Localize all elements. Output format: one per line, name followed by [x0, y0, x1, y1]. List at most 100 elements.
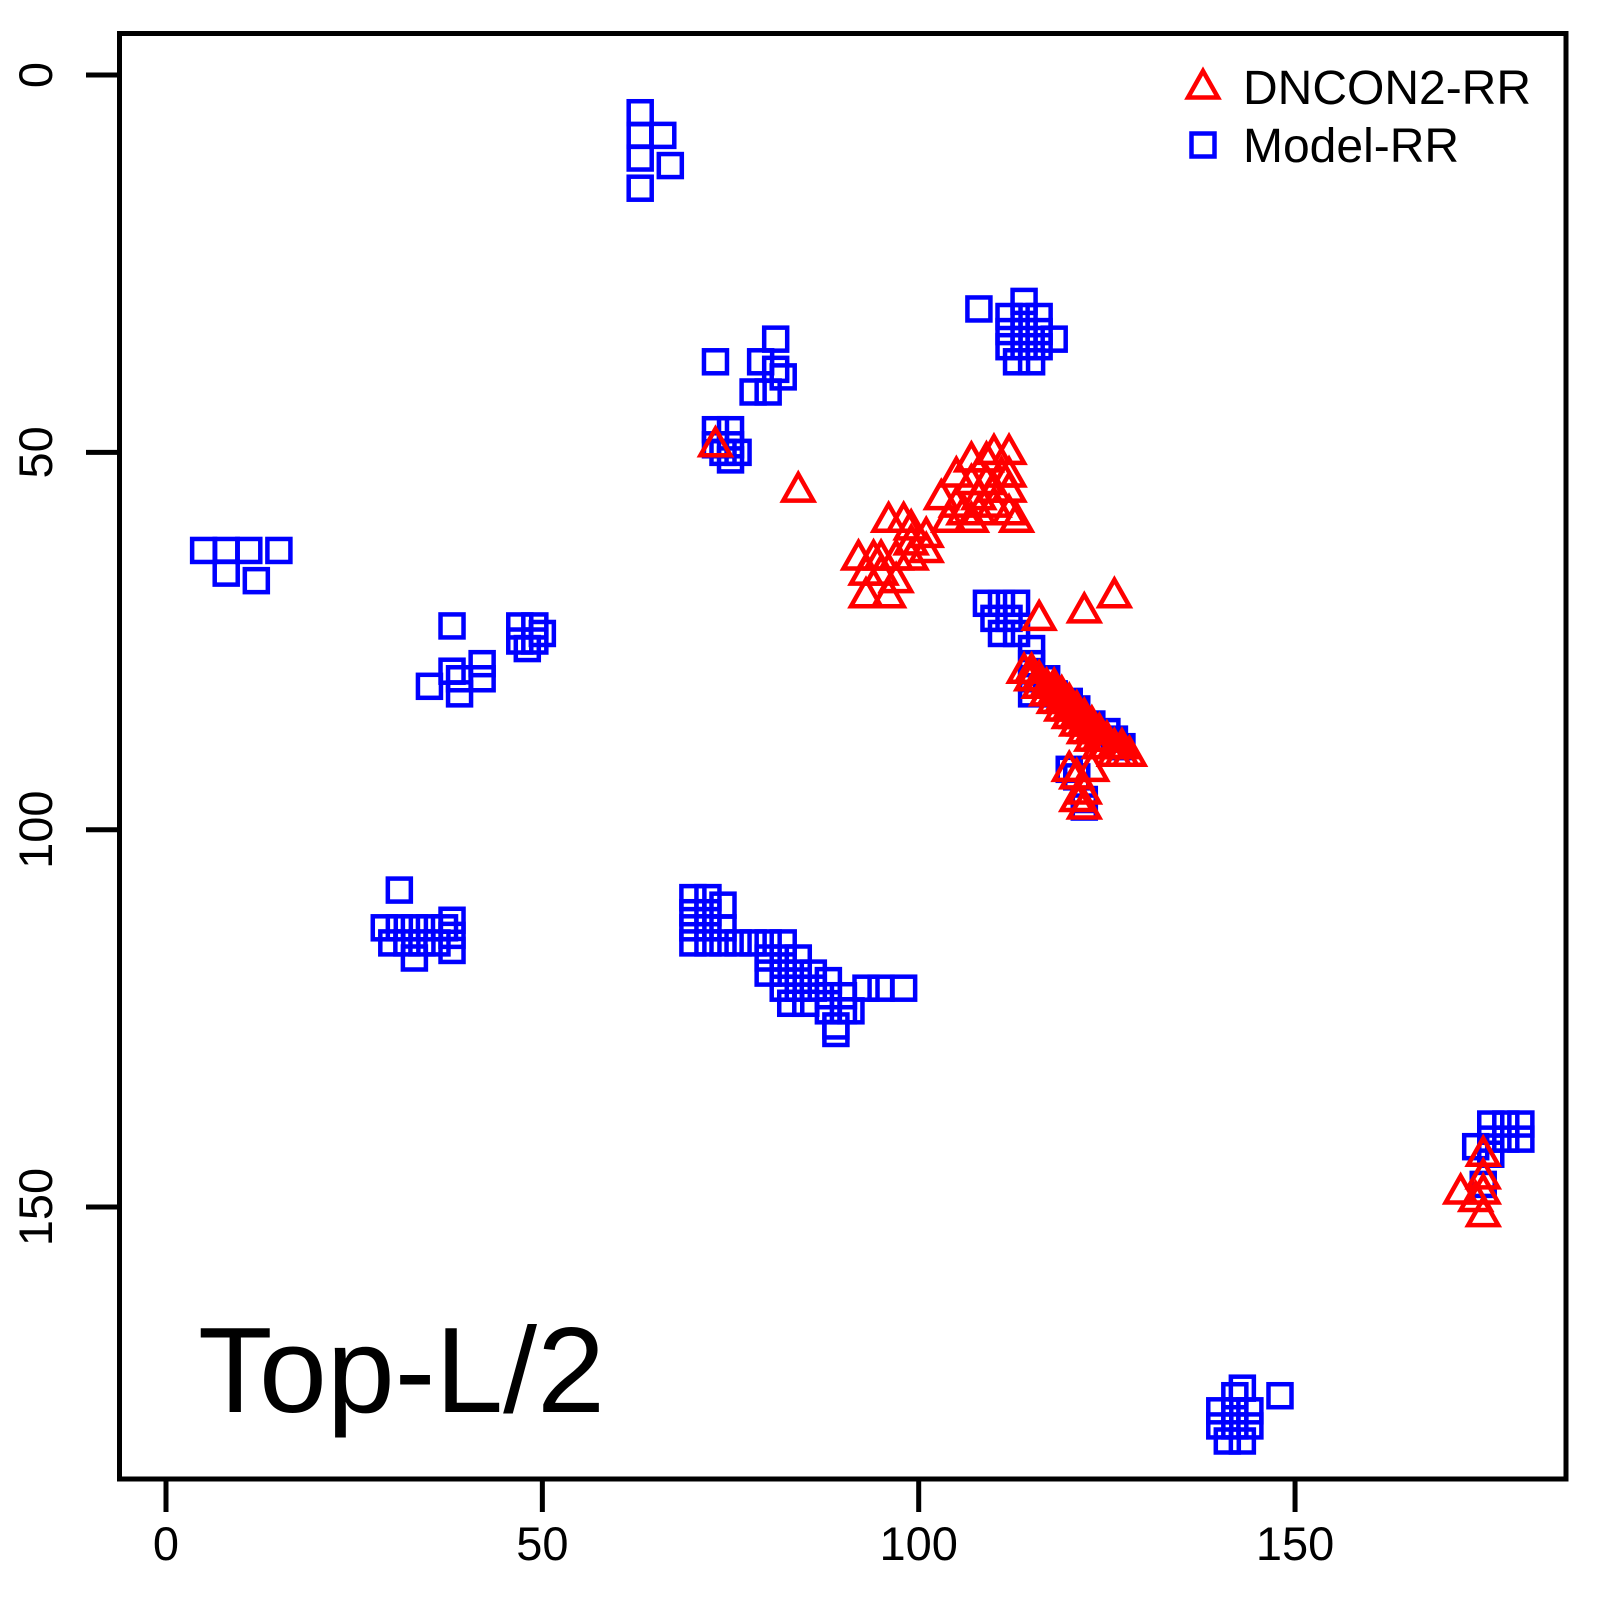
data-point-square	[829, 997, 858, 1025]
data-point-triangle	[779, 469, 818, 503]
data-point-square	[1221, 1397, 1249, 1425]
data-point-triangle	[929, 499, 968, 534]
data-point-triangle	[1103, 726, 1141, 760]
data-point-triangle	[907, 529, 946, 564]
data-point-square	[1492, 1125, 1520, 1153]
data-point-square	[1221, 1412, 1249, 1440]
data-point-triangle	[975, 484, 1013, 518]
data-point-triangle	[1095, 575, 1134, 609]
data-point-square	[784, 944, 813, 972]
data-point-square	[506, 612, 534, 640]
data-point-square	[265, 536, 293, 565]
data-point-triangle	[892, 522, 931, 556]
y-tick-label: 150	[9, 1168, 62, 1246]
data-point-square	[242, 566, 271, 595]
plot-title: Top-L/2	[198, 1302, 605, 1438]
data-point-square	[1010, 317, 1038, 346]
data-point-square	[739, 378, 767, 406]
data-point-triangle	[884, 499, 923, 534]
x-tick-label: 0	[153, 1517, 179, 1570]
data-point-square	[445, 680, 474, 708]
data-point-square	[822, 1019, 850, 1048]
data-point-square	[965, 295, 993, 323]
data-point-square	[445, 665, 474, 693]
plot-border	[117, 31, 1569, 1482]
data-point-square	[694, 914, 722, 942]
data-point-square	[754, 929, 782, 957]
data-point-triangle	[1065, 786, 1104, 820]
data-point-square	[769, 363, 797, 391]
data-point-square	[769, 929, 797, 957]
data-point-triangle	[696, 424, 735, 458]
data-point-square	[385, 914, 414, 942]
data-point-triangle	[1050, 748, 1089, 783]
data-point-square	[468, 665, 496, 693]
data-point-square	[769, 974, 797, 1002]
data-point-square	[972, 589, 1001, 618]
data-point-square	[980, 604, 1008, 633]
data-point-square	[1025, 332, 1053, 361]
data-point-square	[784, 959, 813, 987]
data-point-square	[694, 883, 722, 912]
data-point-triangle	[847, 575, 885, 609]
data-point-square	[995, 332, 1023, 361]
data-point-square	[415, 672, 444, 701]
data-point-triangle	[1065, 590, 1104, 624]
data-point-triangle	[990, 492, 1028, 526]
data-point-square	[438, 657, 466, 685]
data-point-square	[408, 929, 436, 957]
data-point-triangle	[990, 454, 1028, 488]
data-point-square	[1025, 302, 1053, 331]
data-point-square	[852, 974, 880, 1002]
data-point-square	[1221, 1381, 1249, 1410]
data-point-triangle	[960, 477, 998, 511]
data-point-square	[784, 974, 813, 1002]
data-point-square	[521, 612, 549, 640]
data-point-triangle	[997, 499, 1036, 534]
data-point-square	[679, 898, 707, 927]
data-point-square	[468, 649, 496, 678]
data-point-square	[1002, 619, 1031, 648]
y-axis-ticks: 0 50 100 150	[9, 62, 119, 1246]
data-point-square	[1010, 287, 1038, 316]
data-point-square	[724, 929, 752, 957]
data-point-square	[370, 914, 399, 942]
data-point-square	[1228, 1374, 1257, 1402]
data-point-square	[761, 325, 790, 353]
data-point-square	[1040, 325, 1068, 353]
data-point-square	[1213, 1427, 1242, 1455]
legend-label: DNCON2-RR	[1243, 62, 1531, 115]
data-point-square	[709, 891, 737, 919]
data-point-square	[378, 929, 406, 957]
data-point-square	[792, 989, 820, 1018]
data-point-triangle	[1020, 597, 1058, 632]
data-point-square	[438, 906, 466, 935]
data-point-square	[769, 959, 797, 987]
legend-item-model-rr: Model-RR	[1189, 120, 1459, 173]
data-point-square	[1266, 1381, 1294, 1410]
x-tick-label: 150	[1256, 1517, 1334, 1570]
data-point-square	[1492, 1110, 1520, 1138]
data-point-square	[814, 966, 843, 995]
data-point-square	[415, 914, 444, 942]
data-point-square	[746, 348, 775, 376]
data-point-square	[1010, 302, 1038, 331]
x-tick-label: 50	[516, 1517, 568, 1570]
data-point-square	[995, 302, 1023, 331]
data-point-square	[400, 944, 429, 972]
data-points-layer	[189, 98, 1535, 1455]
data-point-square	[656, 151, 685, 180]
data-point-square	[776, 989, 805, 1018]
data-point-square	[212, 559, 240, 587]
legend-label: Model-RR	[1243, 120, 1459, 173]
data-point-square	[716, 446, 745, 474]
data-point-square	[1477, 1110, 1505, 1138]
data-point-square	[626, 144, 654, 172]
data-point-square	[626, 98, 654, 127]
data-point-square	[400, 914, 429, 942]
series-model-rr	[189, 98, 1535, 1455]
data-point-square	[679, 914, 707, 942]
data-point-square	[1017, 348, 1046, 376]
data-point-square	[1025, 317, 1053, 346]
